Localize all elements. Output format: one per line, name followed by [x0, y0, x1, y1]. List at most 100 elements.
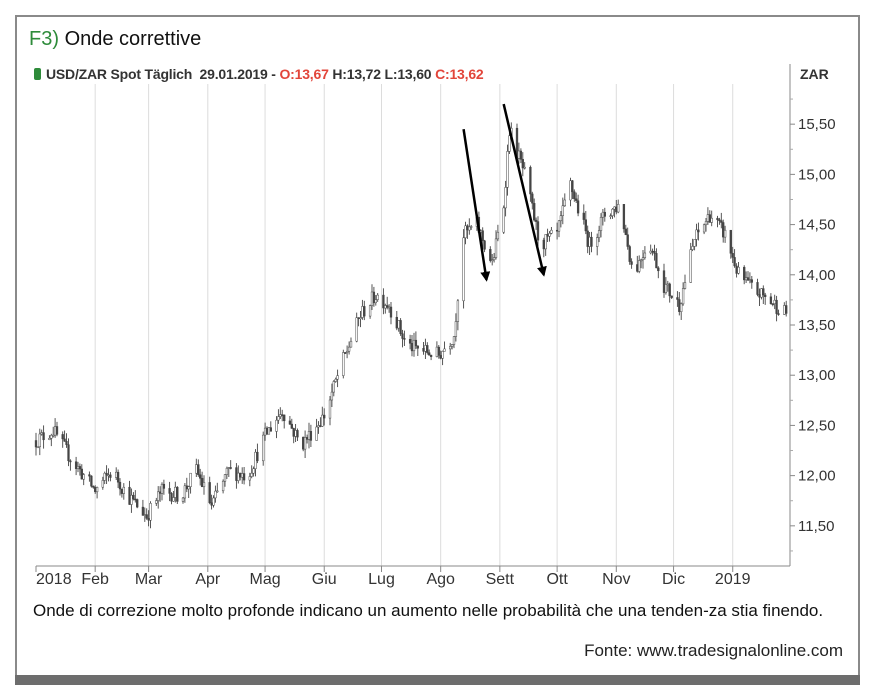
- candle-up: [641, 257, 645, 261]
- candle-up: [254, 451, 257, 469]
- candle-up: [212, 497, 215, 506]
- candle-down: [256, 451, 259, 462]
- candle-down: [428, 352, 431, 356]
- candle-up: [468, 226, 471, 231]
- candle-down: [731, 253, 734, 258]
- high-label: H:: [332, 66, 347, 82]
- candle-up: [103, 472, 106, 481]
- candle-down: [657, 267, 660, 272]
- candle-up: [441, 351, 444, 359]
- candle-down: [636, 264, 639, 272]
- candle-down: [141, 506, 145, 516]
- candle-down: [483, 240, 486, 250]
- candle-up: [315, 426, 318, 441]
- correction-arrow: [502, 103, 547, 277]
- candle-up: [643, 252, 647, 258]
- candle-up: [241, 473, 244, 478]
- candle-up: [181, 497, 185, 502]
- x-tick-label: Dic: [662, 571, 685, 588]
- candle-up: [221, 480, 225, 492]
- candle-down: [399, 320, 402, 334]
- candle-down: [534, 219, 538, 222]
- candle-down: [281, 414, 284, 416]
- candle-up: [349, 340, 353, 348]
- candle-down: [756, 282, 759, 295]
- y-tick-label: 13,00: [798, 367, 836, 384]
- candle-up: [450, 344, 454, 347]
- candle-down: [386, 305, 389, 308]
- candle-up: [599, 217, 603, 231]
- candle-up: [723, 229, 727, 238]
- candle-down: [758, 294, 761, 298]
- candle-down: [519, 150, 523, 160]
- candle-down: [429, 354, 433, 357]
- candle-down: [416, 345, 419, 349]
- candle-up: [52, 434, 55, 437]
- candle-up: [334, 378, 337, 382]
- candle-down: [69, 460, 72, 463]
- candle-down: [571, 180, 574, 193]
- candle-down: [78, 466, 82, 470]
- candle-up: [330, 391, 334, 401]
- candle-down: [576, 200, 580, 214]
- candle-down: [94, 487, 97, 493]
- candle-up: [345, 350, 349, 353]
- candle-down: [655, 253, 658, 269]
- candle-up: [317, 425, 320, 428]
- candle-down: [208, 482, 211, 504]
- candle-down: [80, 468, 83, 480]
- low-value: 13,60: [397, 66, 432, 82]
- candle-down: [242, 473, 246, 481]
- candle-up: [172, 497, 175, 502]
- y-tick-label: 15,00: [798, 166, 836, 183]
- x-axis: 2018 Feb Mar Apr Mag Giu Lug Ago Sett Ott Nov Dic 20…: [35, 565, 790, 588]
- candle-up: [649, 250, 652, 254]
- candle-up: [157, 491, 160, 501]
- candle-down: [34, 440, 38, 448]
- candle-up: [187, 486, 190, 490]
- candle-down: [403, 338, 406, 340]
- candle-down: [750, 279, 753, 283]
- figure-frame: [15, 15, 860, 675]
- candle-up: [666, 283, 669, 286]
- candle-up: [454, 321, 458, 337]
- candle-down: [63, 438, 66, 442]
- candle-up: [563, 199, 566, 207]
- candle-down: [357, 317, 360, 319]
- candle-down: [147, 518, 150, 521]
- x-tick-label: Lug: [368, 571, 395, 588]
- candle-up: [368, 305, 372, 317]
- candle-up: [342, 352, 345, 376]
- candle-up: [664, 284, 668, 293]
- open-value: 13,67: [294, 66, 329, 82]
- candle-up: [101, 480, 104, 488]
- candle-down: [575, 198, 578, 201]
- candle-up: [202, 482, 206, 488]
- candle-down: [708, 214, 711, 223]
- candle-up: [523, 166, 526, 169]
- candle-up: [502, 207, 505, 233]
- y-tick-label: 11,50: [798, 518, 834, 535]
- candle-up: [50, 435, 53, 439]
- candle-up: [321, 414, 324, 427]
- candle-down: [176, 486, 179, 502]
- candle-down: [118, 481, 122, 490]
- candle-down: [668, 283, 671, 297]
- high-value: 13,72: [346, 66, 381, 82]
- candle-down: [132, 494, 135, 500]
- candle-down: [116, 471, 120, 483]
- figure-bottom-bar: [15, 675, 860, 685]
- candle-up: [491, 259, 494, 262]
- candle-up: [53, 426, 57, 436]
- candle-down: [716, 217, 719, 221]
- y-tick-label: 13,50: [798, 317, 836, 334]
- candle-up: [544, 234, 547, 250]
- candle-down: [67, 444, 70, 462]
- candle-up: [783, 305, 786, 315]
- candle-down: [92, 486, 95, 488]
- candle-down: [582, 212, 585, 220]
- candle-down: [74, 461, 78, 469]
- candle-up: [376, 294, 379, 300]
- candle-down: [136, 499, 139, 508]
- candle-up: [223, 474, 227, 482]
